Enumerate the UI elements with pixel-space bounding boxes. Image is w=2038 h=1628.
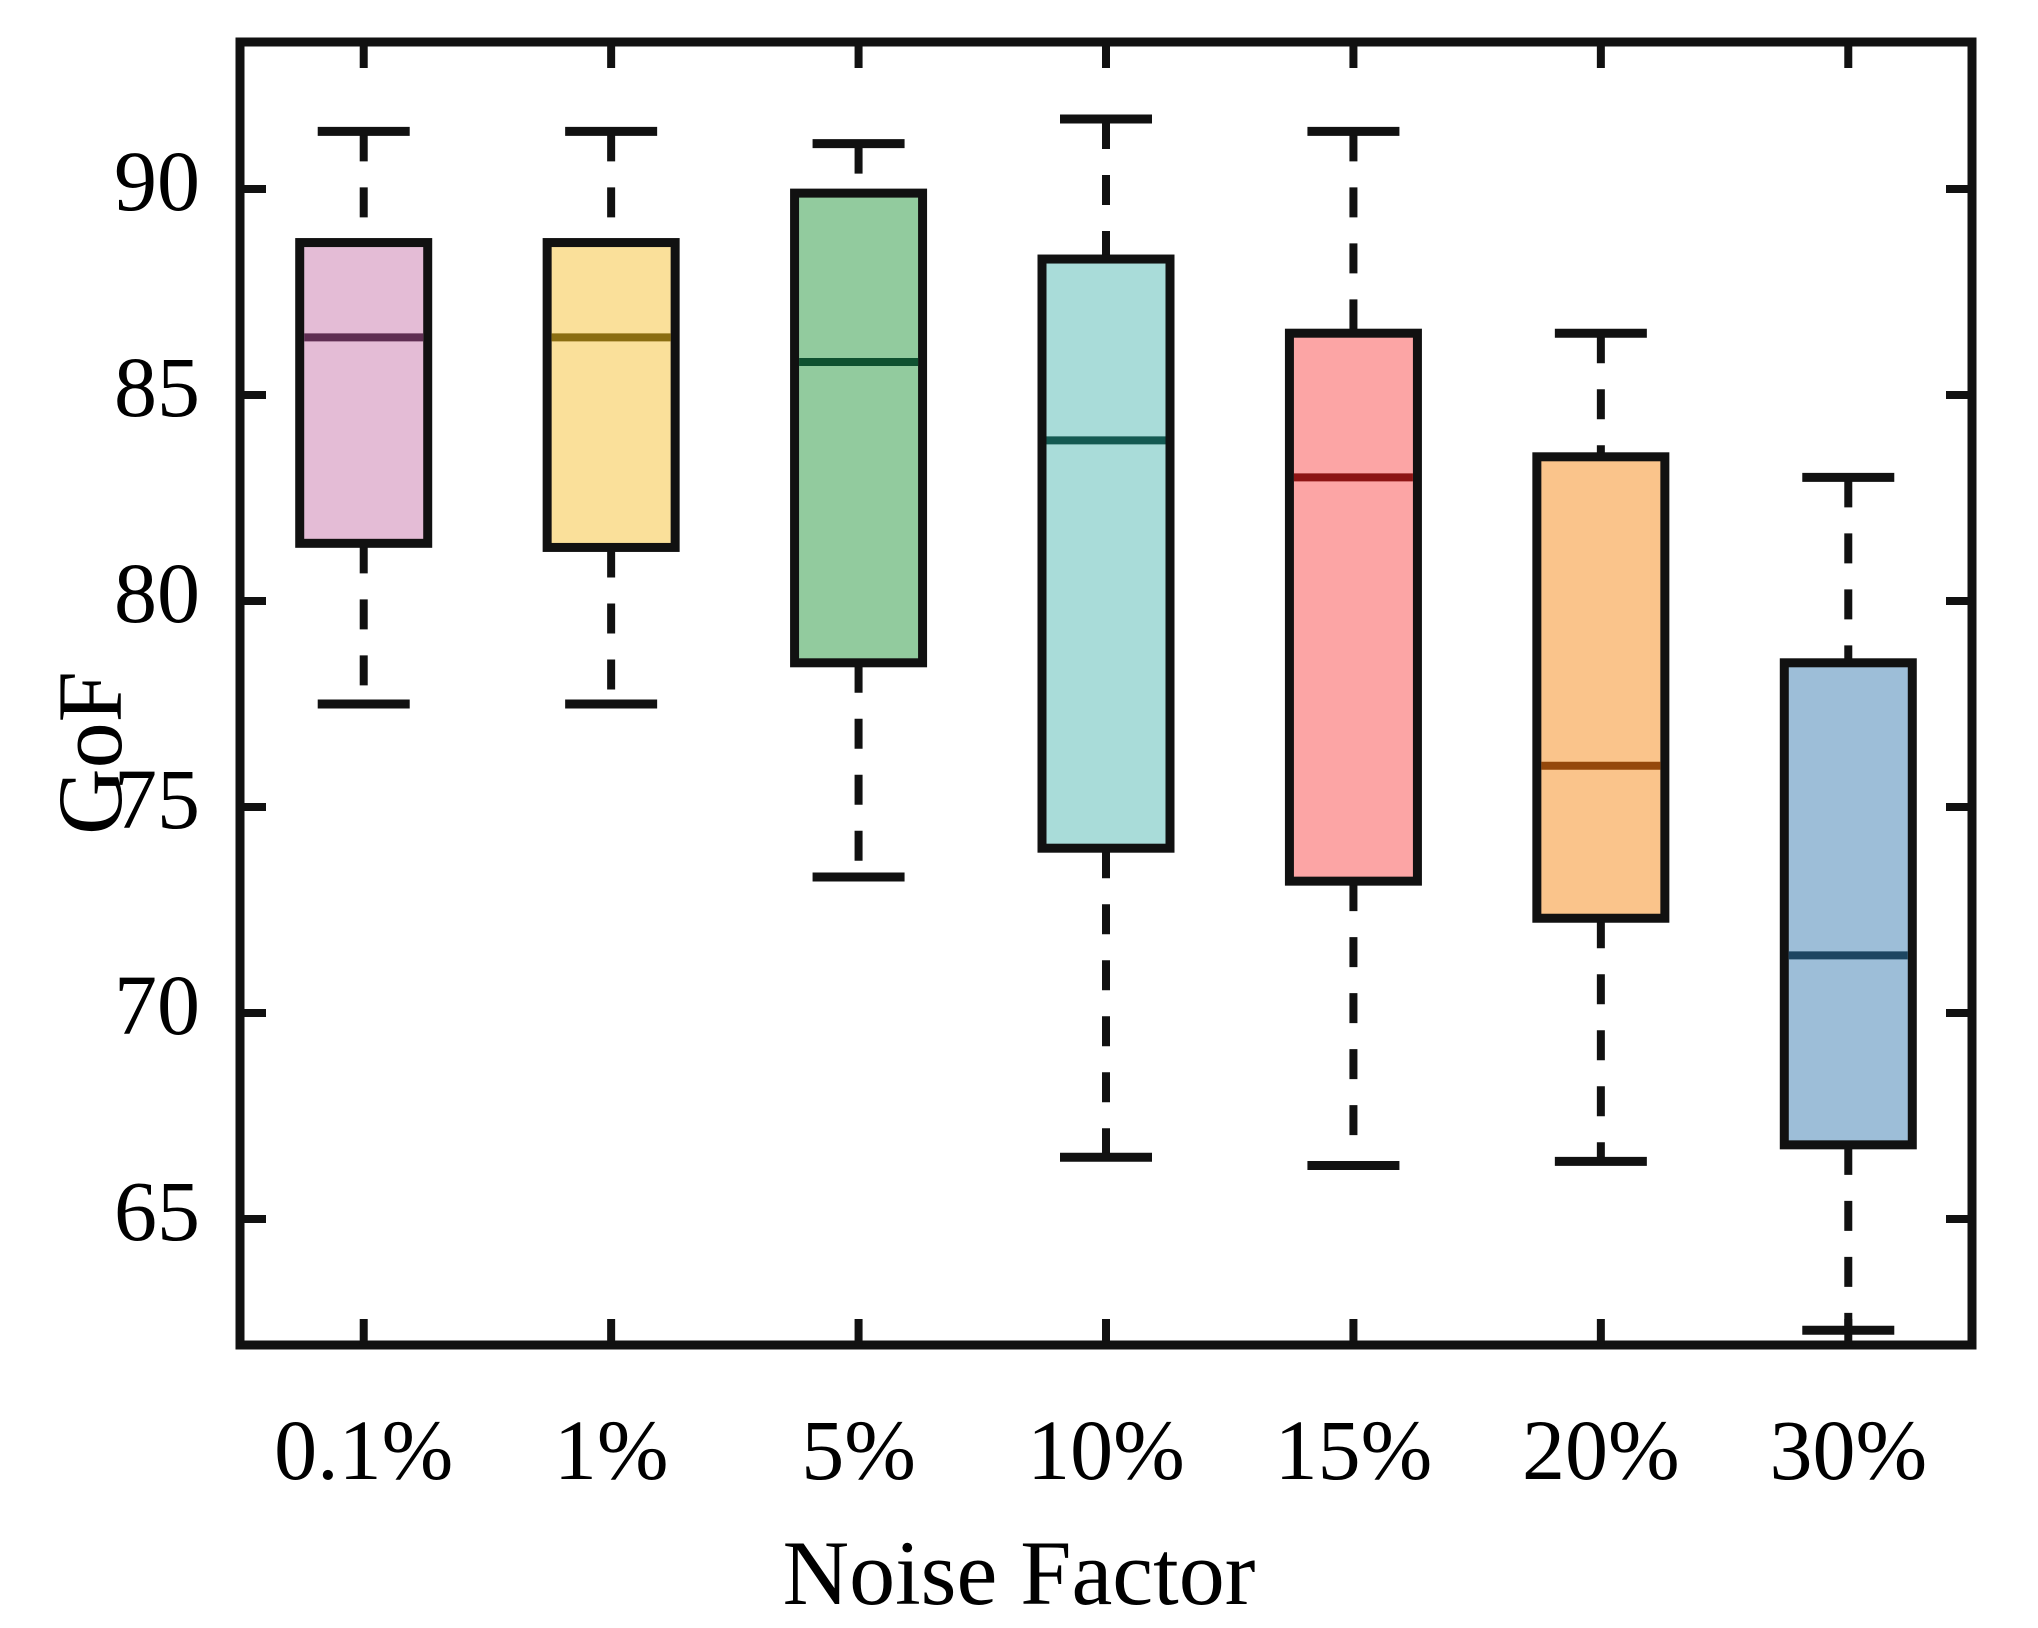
boxplot-box bbox=[1532, 328, 1670, 1166]
y-tick-label: 75 bbox=[114, 751, 200, 847]
y-tick-label: 65 bbox=[114, 1163, 200, 1259]
boxplot-box bbox=[542, 126, 680, 709]
y-axis-title: GoF bbox=[39, 671, 141, 835]
x-tick-label: 30% bbox=[1769, 1402, 1928, 1498]
box-series bbox=[295, 114, 1917, 1335]
x-tick-label: 1% bbox=[553, 1402, 669, 1498]
box-rect bbox=[1532, 452, 1670, 923]
box-rect bbox=[1284, 328, 1422, 886]
boxplot-box bbox=[1037, 114, 1175, 1162]
x-tick-label: 20% bbox=[1522, 1402, 1680, 1498]
box-rect bbox=[542, 238, 680, 552]
x-tick-label: 0.1% bbox=[274, 1402, 454, 1498]
box-rect bbox=[790, 188, 928, 668]
x-tick-label: 5% bbox=[801, 1402, 916, 1498]
box-rect bbox=[1037, 254, 1175, 853]
boxplot-box bbox=[295, 126, 433, 709]
y-tick-label: 80 bbox=[114, 545, 200, 641]
boxplot-box bbox=[1284, 126, 1422, 1170]
x-tick-label: 10% bbox=[1027, 1402, 1185, 1498]
y-tick-label: 90 bbox=[114, 133, 200, 229]
y-tick-label: 85 bbox=[114, 339, 200, 435]
y-tick-label: 70 bbox=[114, 957, 200, 1053]
x-axis-title: Noise Factor bbox=[782, 1522, 1256, 1624]
boxplot-box bbox=[1779, 472, 1917, 1335]
axis-ticks bbox=[240, 42, 1972, 1345]
boxplot-box bbox=[790, 139, 928, 882]
box-rect bbox=[295, 238, 433, 548]
box-rect bbox=[1779, 658, 1917, 1150]
x-tick-label: 15% bbox=[1274, 1402, 1433, 1498]
